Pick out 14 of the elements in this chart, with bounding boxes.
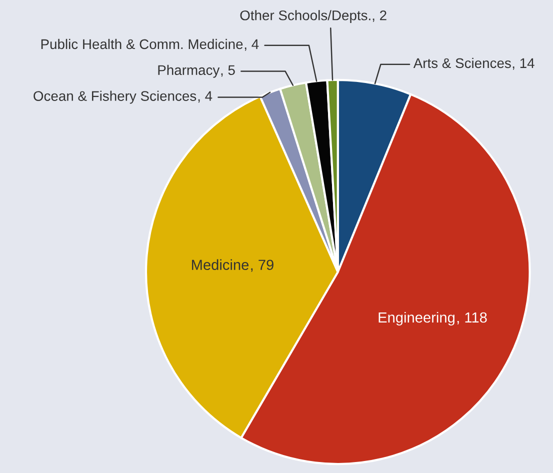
slice-label: Pharmacy (158, 64, 220, 78)
slice-label: Engineering (378, 312, 454, 326)
slice-label: Other Schools/Depts. (240, 10, 370, 24)
slice-label: Public Health & Comm. Medicine (41, 38, 243, 50)
data-label: , 5 (221, 65, 235, 77)
slice-label: Arts & Sciences (413, 58, 511, 68)
data-label: , 14 (512, 58, 534, 70)
data-label: , 4 (198, 91, 212, 103)
slice-label: Ocean & Fishery Sciences (34, 90, 196, 104)
data-label: , 4 (244, 39, 259, 51)
slice-label: Medicine (192, 259, 249, 270)
data-label: , 79 (251, 260, 274, 272)
data-label: , 2 (372, 10, 386, 22)
data-label: , 118 (457, 312, 487, 324)
